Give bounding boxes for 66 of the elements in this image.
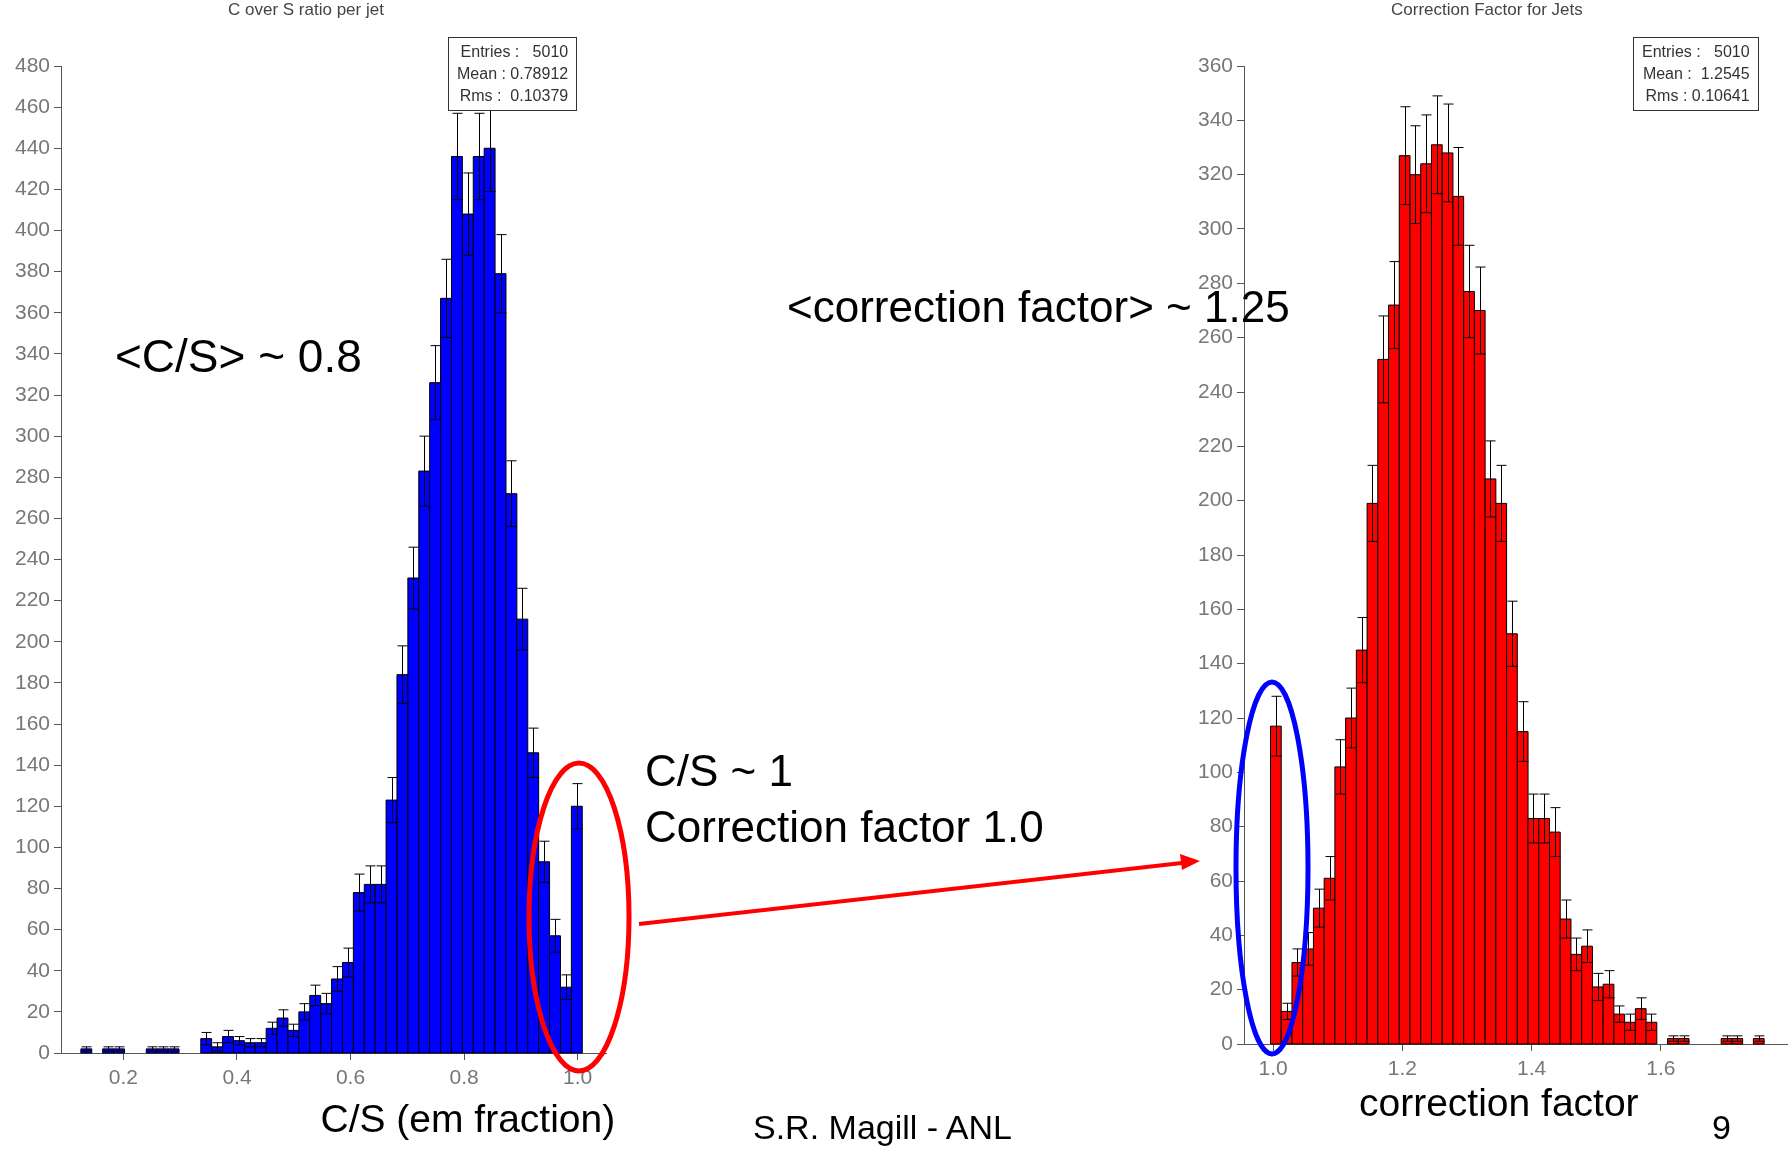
y-tick-label: 160: [1197, 596, 1233, 620]
y-tick-label: 160: [14, 710, 50, 734]
y-tick-label: 360: [1197, 52, 1233, 76]
y-tick-label: 100: [14, 834, 50, 858]
y-tick-label: 100: [1197, 759, 1233, 783]
y-tick-label: 260: [14, 505, 50, 529]
y-tick-label: 220: [1197, 433, 1233, 457]
y-tick-label: 180: [14, 669, 50, 693]
x-tick-label: 1.4: [1517, 1056, 1547, 1080]
y-tick-label: 200: [1197, 487, 1233, 511]
y-tick-label: 60: [1209, 867, 1233, 891]
x-axis-title: C/S (em fraction): [320, 1097, 616, 1142]
y-tick-label: 40: [26, 957, 50, 981]
y-tick-label: 0: [38, 1039, 50, 1063]
y-tick-label: 180: [1197, 541, 1233, 565]
y-tick-label: 200: [14, 628, 50, 652]
y-tick-label: 240: [1197, 378, 1233, 402]
y-tick-label: 40: [1209, 922, 1233, 946]
y-tick-label: 220: [14, 587, 50, 611]
y-tick-label: 480: [14, 52, 50, 76]
y-tick-label: 420: [14, 176, 50, 200]
x-tick-label: 0.2: [108, 1065, 139, 1089]
x-tick-label: 1.6: [1646, 1056, 1676, 1080]
y-tick-label: 20: [26, 998, 50, 1022]
y-tick-label: 60: [26, 916, 50, 940]
x-tick-label: 1.0: [1258, 1056, 1288, 1080]
y-tick-label: 20: [1209, 976, 1233, 1000]
annotation: Rms : 0.10641: [1644, 86, 1750, 106]
y-tick-label: 120: [1197, 704, 1233, 728]
text: C/S ~ 1: [645, 746, 793, 797]
y-tick-label: 360: [14, 299, 50, 323]
y-tick-label: 140: [1197, 650, 1233, 674]
text: Correction factor 1.0: [645, 802, 1044, 853]
y-tick-label: 280: [14, 464, 50, 488]
annotation: <C/S> ~ 0.8: [115, 330, 362, 383]
y-tick-label: 460: [14, 93, 50, 117]
x-tick-label: 1.2: [1387, 1056, 1417, 1080]
y-tick-label: 120: [14, 793, 50, 817]
text: S.R. Magill - ANL: [753, 1108, 1012, 1148]
x-axis-title: correction factor: [1359, 1081, 1639, 1126]
x-tick-label: 0.4: [222, 1065, 252, 1089]
y-tick-label: 300: [14, 422, 50, 446]
y-tick-label: 440: [14, 135, 50, 159]
y-tick-label: 240: [14, 546, 50, 570]
y-tick-label: 260: [1197, 324, 1233, 348]
y-tick-label: 380: [14, 258, 50, 282]
y-tick-label: 320: [14, 381, 50, 405]
y-tick-label: 300: [1197, 215, 1233, 239]
text: Entries : 5010: [1642, 42, 1750, 62]
x-tick-label: 0.8: [449, 1065, 479, 1089]
y-tick-label: 140: [14, 751, 50, 775]
y-tick-label: 400: [14, 217, 50, 241]
annotation: Mean : 1.2545: [1642, 64, 1750, 84]
text: Entries : 5010: [459, 42, 569, 62]
chart-title: C over S ratio per jet: [228, 0, 384, 20]
annotation: Mean : 0.78912: [457, 64, 569, 84]
x-tick-label: 0.6: [335, 1065, 366, 1089]
chart-title: Correction Factor for Jets: [1391, 0, 1583, 20]
y-tick-label: 80: [1209, 813, 1233, 837]
y-tick-label: 320: [1197, 161, 1233, 185]
y-tick-label: 340: [14, 340, 50, 364]
y-tick-label: 80: [26, 875, 50, 899]
y-tick-label: 340: [1197, 107, 1233, 131]
text: 9: [1712, 1108, 1731, 1148]
annotation: Rms : 0.10379: [458, 86, 569, 106]
y-tick-label: 0: [1221, 1030, 1233, 1054]
